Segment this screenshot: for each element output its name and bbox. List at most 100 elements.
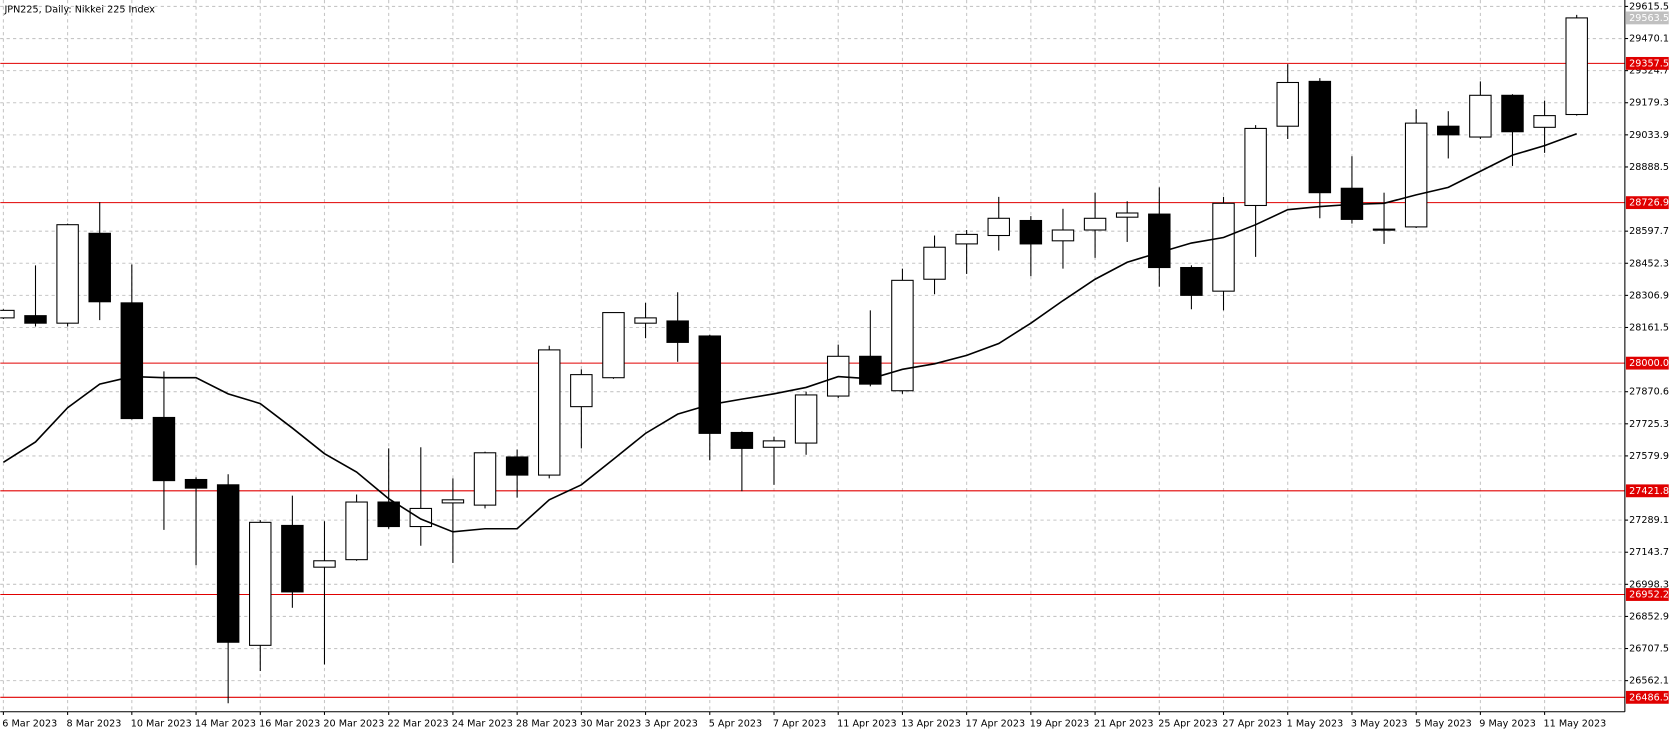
candle-body xyxy=(1244,127,1267,207)
current-price-tag xyxy=(1625,11,1669,25)
x-tick-label: 6 Mar 2023 xyxy=(2,719,57,730)
plot-area xyxy=(0,14,1625,704)
y-tick-label: 29324.7 xyxy=(1629,66,1669,77)
level-label: 28000.0 xyxy=(1629,358,1669,369)
x-tick-label: 7 Apr 2023 xyxy=(773,719,826,730)
candle-body xyxy=(313,560,336,568)
current-price-label: 29563.5 xyxy=(1629,13,1669,24)
x-tick-label: 14 Mar 2023 xyxy=(195,719,256,730)
level-label: 28726.9 xyxy=(1629,198,1669,209)
candle-body xyxy=(473,452,497,506)
candle-body xyxy=(1372,228,1396,231)
x-tick-label: 10 Mar 2023 xyxy=(131,719,192,730)
x-tick-label: 16 Mar 2023 xyxy=(259,719,320,730)
level-tag xyxy=(1625,690,1669,704)
level-label: 26952.2 xyxy=(1629,590,1669,601)
candle-body xyxy=(184,478,208,489)
candle-body xyxy=(698,335,722,434)
x-tick-label: 30 Mar 2023 xyxy=(580,719,641,730)
x-tick-label: 21 Apr 2023 xyxy=(1094,719,1154,730)
candle-body xyxy=(1051,229,1075,242)
candle-body xyxy=(1276,81,1299,127)
y-tick-label: 29033.9 xyxy=(1629,130,1669,141)
candle-body xyxy=(1212,202,1235,292)
candle-body xyxy=(0,309,15,319)
y-tick-label: 27725.3 xyxy=(1629,419,1669,430)
candle-body xyxy=(216,484,240,643)
level-tag xyxy=(1625,356,1669,370)
level-tag xyxy=(1625,56,1669,70)
candle-body xyxy=(1308,80,1332,194)
candle-body xyxy=(1148,213,1171,269)
y-tick-label: 26998.3 xyxy=(1629,579,1669,590)
candle-body xyxy=(570,374,593,408)
candle-body xyxy=(345,501,368,561)
x-tick-label: 9 May 2023 xyxy=(1479,719,1536,730)
candle-body xyxy=(1565,17,1588,116)
candle-body xyxy=(891,279,914,392)
candle-body xyxy=(88,232,111,303)
candle-body xyxy=(762,440,786,448)
y-tick-label: 27143.7 xyxy=(1629,547,1669,558)
candle-body xyxy=(987,217,1010,237)
level-tag xyxy=(1625,484,1669,498)
x-tick-label: 13 Apr 2023 xyxy=(901,719,961,730)
candle-body xyxy=(794,394,818,444)
grid-layer xyxy=(0,0,1625,712)
candle-body xyxy=(1083,217,1107,231)
level-tag xyxy=(1625,196,1669,210)
x-tick-label: 24 Mar 2023 xyxy=(452,719,513,730)
y-tick-label: 28888.5 xyxy=(1629,162,1669,173)
candle-body xyxy=(24,315,47,324)
y-tick-label: 28452.3 xyxy=(1629,258,1669,269)
candle-body xyxy=(1404,122,1428,228)
x-tick-label: 17 Apr 2023 xyxy=(966,719,1026,730)
y-tick-label: 28306.9 xyxy=(1629,290,1669,301)
candle-body xyxy=(602,312,625,379)
candle-body xyxy=(955,233,978,245)
level-label: 27421.8 xyxy=(1629,486,1669,497)
x-tick-label: 3 May 2023 xyxy=(1351,719,1408,730)
x-tick-label: 25 Apr 2023 xyxy=(1158,719,1218,730)
x-tick-label: 3 Apr 2023 xyxy=(644,719,697,730)
candle-body xyxy=(923,246,946,280)
x-tick-label: 28 Mar 2023 xyxy=(516,719,577,730)
y-tick-label: 27289.1 xyxy=(1629,515,1669,526)
level-tag xyxy=(1625,588,1669,601)
y-tick-label: 27870.6 xyxy=(1629,387,1669,398)
x-tick-label: 20 Mar 2023 xyxy=(323,719,384,730)
candle-body xyxy=(1469,94,1492,138)
candle-body xyxy=(505,456,529,476)
y-tick-label: 29615.5 xyxy=(1629,1,1669,12)
candle-body xyxy=(537,349,561,476)
candle-body xyxy=(1115,212,1139,218)
candle-body xyxy=(281,524,304,593)
level-label: 29357.5 xyxy=(1629,58,1669,69)
y-tick-label: 28597.7 xyxy=(1629,226,1669,237)
candle-body xyxy=(1180,266,1203,296)
x-tick-label: 1 May 2023 xyxy=(1287,719,1344,730)
x-tick-label: 5 May 2023 xyxy=(1415,719,1472,730)
candle-body xyxy=(1533,115,1556,128)
candle-body xyxy=(730,431,754,449)
moving-average-line xyxy=(2,132,1577,533)
x-tick-label: 22 Mar 2023 xyxy=(388,719,449,730)
candle-body xyxy=(1019,219,1043,245)
x-tick-label: 27 Apr 2023 xyxy=(1222,719,1282,730)
candle-body xyxy=(1437,125,1460,136)
candle-body xyxy=(441,499,465,504)
y-tick-label: 26562.1 xyxy=(1629,676,1669,687)
candle-body xyxy=(666,320,689,343)
y-tick-label: 27579.9 xyxy=(1629,451,1669,462)
candle-body xyxy=(377,501,400,528)
candle-body xyxy=(634,317,657,324)
candle-body xyxy=(859,355,882,385)
candle-body xyxy=(249,521,272,646)
x-tick-label: 11 Apr 2023 xyxy=(837,719,897,730)
x-tick-label: 8 Mar 2023 xyxy=(67,719,122,730)
y-tick-label: 28161.5 xyxy=(1629,322,1669,333)
candle-body xyxy=(120,302,144,420)
